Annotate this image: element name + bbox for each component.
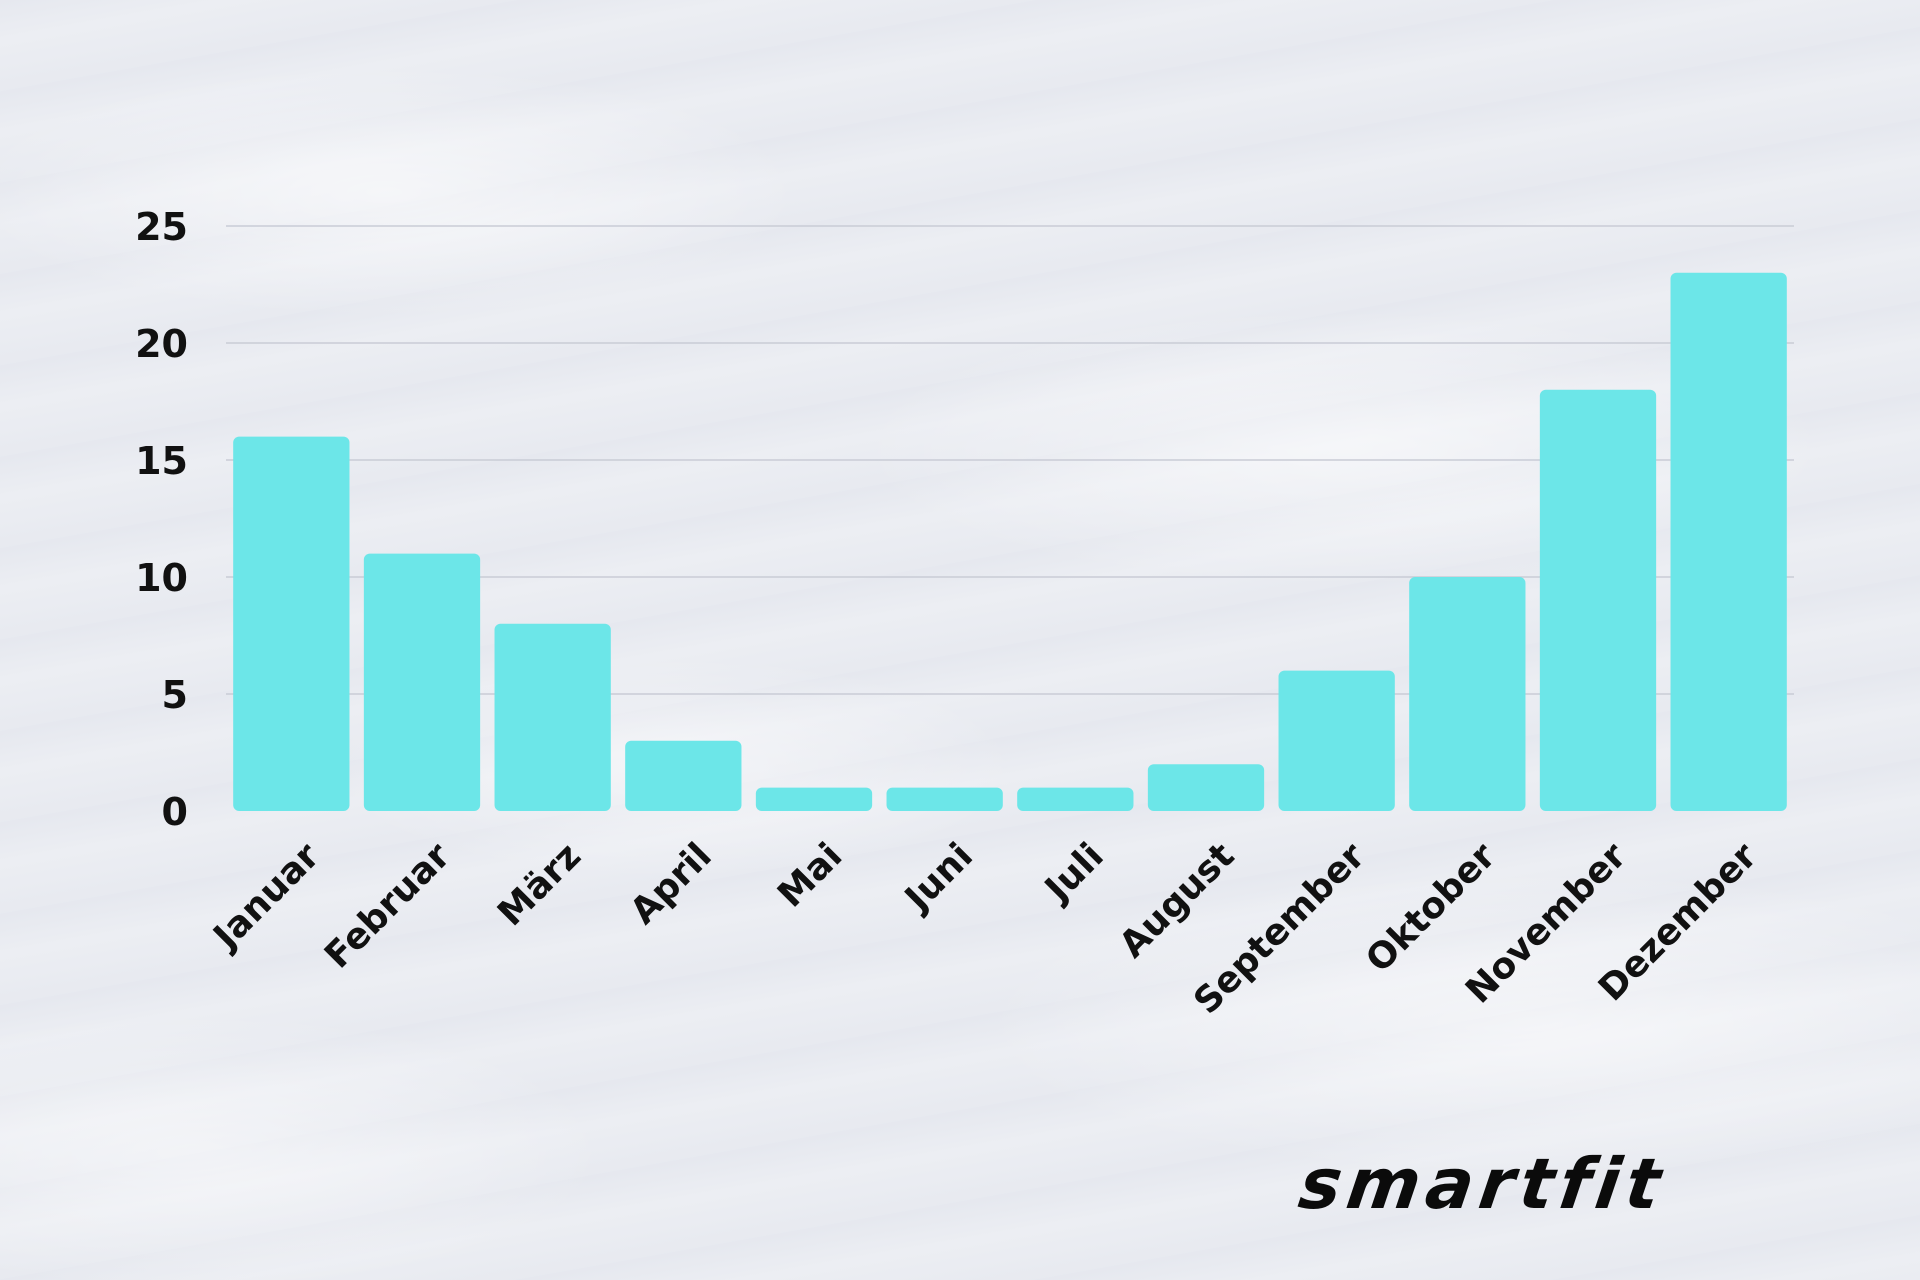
x-tick-label: Mai xyxy=(770,835,850,915)
x-tick-label: Februar xyxy=(317,835,458,976)
bar-oktober xyxy=(1409,577,1526,811)
x-tick-label: April xyxy=(623,835,720,932)
x-tick-label: August xyxy=(1112,835,1242,965)
bar-august xyxy=(1147,764,1265,811)
y-tick-label: 10 xyxy=(135,556,188,600)
bar-mai xyxy=(755,787,873,811)
bar-april xyxy=(625,740,742,811)
x-tick-label: März xyxy=(490,835,589,934)
bar-januar xyxy=(233,436,350,811)
x-tick-label: Januar xyxy=(204,835,328,959)
bar-november xyxy=(1539,389,1657,811)
bar-september xyxy=(1278,670,1395,811)
smartfit-logo: smartfit xyxy=(1294,1143,1672,1225)
grid-lines xyxy=(226,225,1794,695)
bar-dezember xyxy=(1670,272,1787,811)
y-tick-label: 25 xyxy=(135,205,188,249)
x-tick-label: Juni xyxy=(895,835,981,921)
y-tick-label: 5 xyxy=(162,673,188,717)
y-tick-label: 15 xyxy=(135,439,188,483)
bar-juli xyxy=(1017,787,1134,811)
bars xyxy=(233,272,1787,811)
bar-februar xyxy=(363,553,481,811)
x-tick-label: Juli xyxy=(1036,835,1112,911)
bar-juni xyxy=(886,787,1003,811)
y-axis: 0 5 10 15 20 25 xyxy=(135,205,188,834)
bar-märz xyxy=(494,623,611,811)
y-tick-label: 20 xyxy=(135,322,188,366)
y-tick-label: 0 xyxy=(162,790,188,834)
